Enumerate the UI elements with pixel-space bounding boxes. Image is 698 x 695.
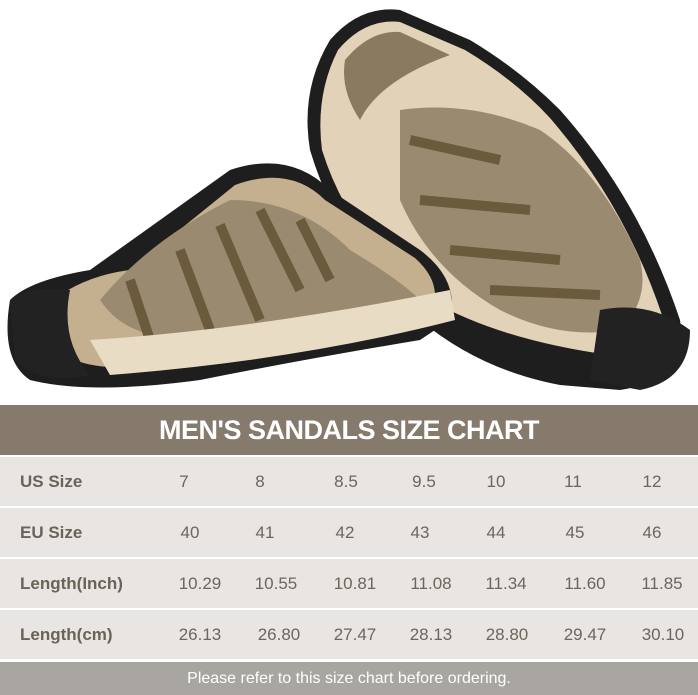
row-label: US Size <box>20 472 83 491</box>
table-cell: 11.85 <box>641 574 683 593</box>
size-chart-footer-note: Please refer to this size chart before o… <box>0 662 698 695</box>
table-cell: 41 <box>255 523 275 542</box>
table-cell: 8.5 <box>334 472 358 491</box>
table-cell: 44 <box>486 523 506 542</box>
table-cell: 46 <box>642 523 662 542</box>
table-row-length-inch: Length(Inch) 10.29 10.55 10.81 11.08 11.… <box>0 559 698 608</box>
table-cell: 28.13 <box>409 625 453 644</box>
table-cell: 42 <box>335 523 355 542</box>
size-chart: MEN'S SANDALS SIZE CHART US Size 7 8 8.5… <box>0 405 698 695</box>
table-cell: 11.08 <box>410 574 452 593</box>
table-cell: 10.29 <box>178 574 222 593</box>
table-row-eu-size: EU Size 40 41 42 43 44 45 46 <box>0 508 698 557</box>
sandal-front <box>7 163 455 388</box>
table-cell: 10 <box>486 472 506 491</box>
table-cell: 11.34 <box>485 574 527 593</box>
table-cell: 40 <box>180 523 200 542</box>
row-label: EU Size <box>20 523 83 542</box>
table-row-length-cm: Length(cm) 26.13 26.80 27.47 28.13 28.80… <box>0 610 698 659</box>
table-cell: 26.13 <box>178 625 222 644</box>
table-cell: 12 <box>642 472 662 491</box>
table-cell: 27.47 <box>333 625 377 644</box>
table-cell: 28.80 <box>485 625 529 644</box>
table-cell: 11.60 <box>564 574 606 593</box>
table-cell: 7 <box>179 472 189 491</box>
size-chart-title: MEN'S SANDALS SIZE CHART <box>0 405 698 455</box>
row-label: Length(cm) <box>20 625 113 644</box>
product-photo-sandals <box>7 9 690 390</box>
row-label: Length(Inch) <box>20 574 123 593</box>
table-cell: 9.5 <box>412 472 436 491</box>
table-cell: 43 <box>410 523 430 542</box>
table-cell: 29.47 <box>563 625 607 644</box>
table-cell: 10.55 <box>254 574 298 593</box>
table-cell: 45 <box>565 523 585 542</box>
table-cell: 11 <box>564 472 582 491</box>
table-cell: 26.80 <box>257 625 301 644</box>
table-cell: 10.81 <box>333 574 377 593</box>
table-row-us-size: US Size 7 8 8.5 9.5 10 11 12 <box>0 457 698 506</box>
table-cell: 30.10 <box>641 625 685 644</box>
table-cell: 8 <box>255 472 265 491</box>
